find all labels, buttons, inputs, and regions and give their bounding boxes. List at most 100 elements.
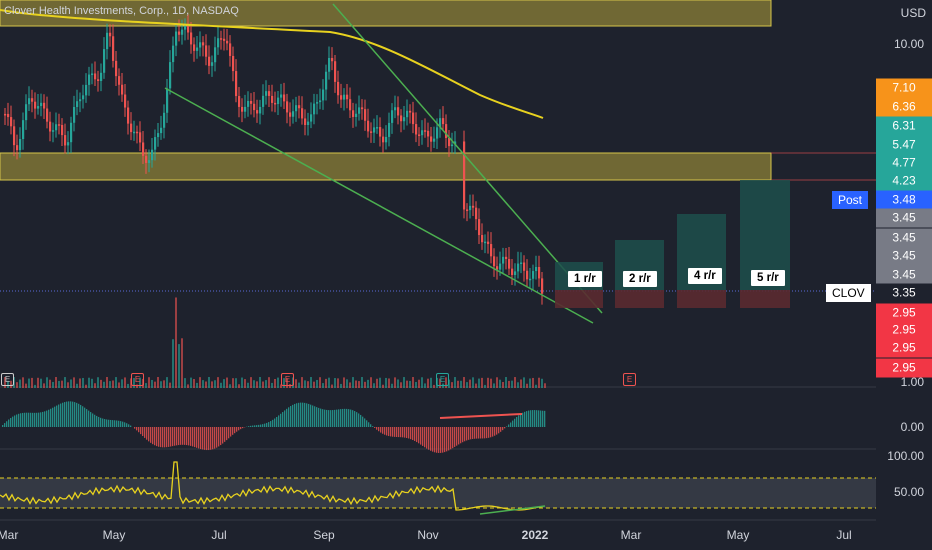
macd-bar <box>392 427 394 437</box>
macd-bar <box>208 427 210 451</box>
volume-bar <box>250 377 252 388</box>
macd-bar <box>532 410 534 427</box>
candle <box>211 62 214 66</box>
time-axis-label: May <box>726 528 750 542</box>
volume-bar <box>487 377 489 388</box>
macd-bar <box>166 427 168 448</box>
candle <box>400 115 403 122</box>
candle <box>127 107 130 124</box>
macd-bar <box>168 427 170 447</box>
macd-bar <box>362 416 364 427</box>
macd-bar <box>428 427 430 450</box>
macd-bar <box>212 427 214 450</box>
volume-bar <box>439 378 441 388</box>
macd-bar <box>192 427 194 447</box>
volume-bar <box>286 378 288 388</box>
macd-bar <box>340 409 342 427</box>
earnings-marker[interactable]: E <box>1 373 14 386</box>
macd-bar <box>494 427 496 436</box>
candle <box>190 32 193 45</box>
rr-target-1[interactable]: 1 r/r <box>568 271 602 287</box>
earnings-marker[interactable]: E <box>623 373 636 386</box>
candle <box>148 160 151 163</box>
volume-bar <box>94 383 96 388</box>
candle <box>334 61 337 82</box>
macd-bar <box>300 402 302 427</box>
volume-bar <box>136 384 138 388</box>
candle <box>439 118 442 128</box>
candle <box>352 110 355 117</box>
rsi-tick-upper: 100.00 <box>887 449 924 463</box>
volume-bar <box>397 379 399 388</box>
symbol-tag: CLOV <box>826 284 871 302</box>
volume-bar <box>394 377 396 388</box>
candle <box>103 49 106 73</box>
volume-bar <box>220 382 222 388</box>
macd-bar <box>228 427 230 439</box>
volume-bar <box>133 378 135 388</box>
candle <box>58 124 61 126</box>
volume-bar <box>205 381 207 388</box>
macd-bar <box>486 427 488 439</box>
candle <box>262 95 265 107</box>
rr-target-5[interactable]: 5 r/r <box>751 270 785 286</box>
macd-bar <box>474 427 476 439</box>
macd-bar <box>454 427 456 447</box>
macd-bar <box>354 411 356 427</box>
macd-bar <box>218 427 220 447</box>
candle <box>367 120 370 132</box>
volume-bar <box>202 380 204 388</box>
candle <box>325 71 328 90</box>
candle <box>202 42 205 46</box>
candle <box>310 114 313 122</box>
earnings-marker[interactable]: E <box>281 373 294 386</box>
candle <box>304 118 307 125</box>
volume-bar <box>529 378 531 388</box>
candle <box>517 263 520 272</box>
candle <box>391 110 394 123</box>
price-chart[interactable] <box>0 0 876 550</box>
macd-bar <box>58 404 60 427</box>
volume-bar <box>61 380 63 388</box>
macd-bar <box>442 427 444 453</box>
volume-bar <box>355 380 357 388</box>
risk-box <box>740 290 790 308</box>
volume-bar <box>229 384 231 388</box>
volume-bar <box>151 379 153 388</box>
candle <box>379 127 382 137</box>
earnings-marker[interactable]: E <box>131 373 144 386</box>
macd-bar <box>384 427 386 435</box>
rr-target-4[interactable]: 4 r/r <box>688 268 722 284</box>
macd-bar <box>286 408 288 427</box>
macd-bar <box>336 409 338 427</box>
earnings-marker[interactable]: E <box>436 373 449 386</box>
candle <box>475 207 478 220</box>
candle <box>316 102 319 104</box>
volume-bar <box>175 297 177 388</box>
candle <box>277 97 280 104</box>
candle <box>307 121 310 125</box>
macd-bar <box>146 427 148 440</box>
volume-bar <box>73 377 75 388</box>
price-tick: 10.00 <box>893 37 924 51</box>
price-label: 4.77 <box>876 153 932 173</box>
macd-bar <box>52 407 54 427</box>
macd-bar <box>20 413 22 427</box>
macd-bar <box>508 424 510 427</box>
macd-bar <box>410 427 412 440</box>
macd-bar <box>424 427 426 448</box>
candle <box>406 110 409 118</box>
price-axis[interactable]: USD 10.00 1.00 0.00 100.00 50.00 7.10 6.3… <box>876 0 932 520</box>
volume-bar <box>460 380 462 388</box>
volume-bar <box>265 380 267 388</box>
rsi-line <box>0 461 544 511</box>
volume-bar <box>268 377 270 388</box>
macd-bar <box>440 427 442 453</box>
volume-bar <box>274 378 276 388</box>
candle <box>532 271 535 279</box>
candle <box>169 62 172 89</box>
rr-target-2[interactable]: 2 r/r <box>623 271 657 287</box>
candle <box>73 107 76 123</box>
post-market-tag: Post <box>832 191 869 209</box>
macd-bar <box>248 426 250 427</box>
